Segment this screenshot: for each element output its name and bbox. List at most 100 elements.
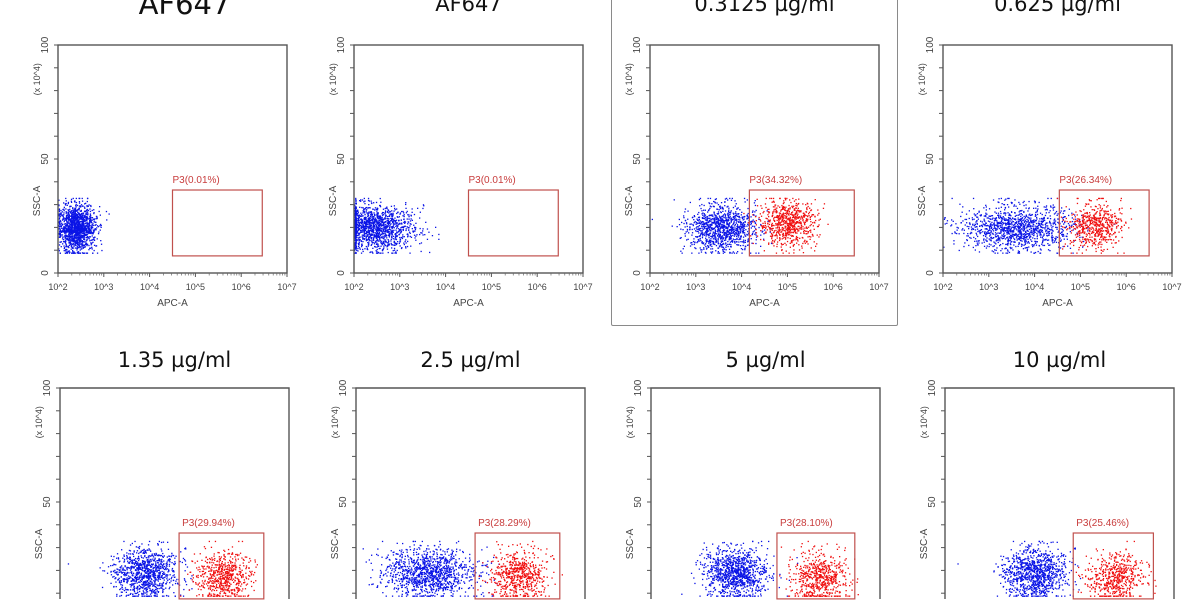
event-dot xyxy=(716,220,718,223)
event-dot xyxy=(1042,224,1044,226)
event-dot xyxy=(710,251,712,253)
event-dot xyxy=(375,201,378,204)
event-dot xyxy=(68,213,70,216)
event-dot xyxy=(1036,232,1038,235)
event-dot xyxy=(74,252,76,254)
event-dot xyxy=(363,209,365,211)
event-dot xyxy=(779,234,781,236)
event-dot xyxy=(1031,225,1033,227)
event-dot xyxy=(83,226,85,228)
event-dot xyxy=(354,248,356,250)
event-dot xyxy=(73,221,76,223)
event-dot xyxy=(1025,237,1028,239)
event-dot xyxy=(72,209,74,211)
event-dot xyxy=(782,234,784,236)
event-dot xyxy=(1000,212,1002,215)
event-dot xyxy=(363,221,365,224)
event-dot xyxy=(367,245,369,247)
event-dot xyxy=(785,237,787,239)
event-dot xyxy=(772,224,774,226)
event-dot xyxy=(794,209,796,211)
event-dot xyxy=(711,219,713,221)
event-dot xyxy=(393,229,395,231)
event-dot xyxy=(422,234,424,236)
event-dot xyxy=(378,217,380,219)
event-dot xyxy=(90,204,92,207)
event-dot xyxy=(93,249,95,252)
event-dot xyxy=(706,228,708,231)
gate-p3[interactable] xyxy=(748,189,855,257)
event-dot xyxy=(78,238,80,240)
event-dot xyxy=(697,238,699,241)
event-dot xyxy=(81,223,83,225)
gate-p3[interactable] xyxy=(171,189,263,257)
event-dot xyxy=(754,211,756,213)
event-dot xyxy=(992,217,994,219)
event-dot xyxy=(73,224,75,226)
event-dot xyxy=(753,202,756,204)
event-dot xyxy=(732,231,734,234)
event-dot xyxy=(804,221,807,223)
event-dot xyxy=(701,203,703,206)
event-dot xyxy=(737,236,739,238)
event-dot xyxy=(791,231,793,233)
event-dot xyxy=(756,235,759,237)
event-dot xyxy=(777,217,779,219)
event-dot xyxy=(776,231,778,233)
event-dot xyxy=(72,208,74,210)
x-tick-label: 10^4 xyxy=(140,282,159,292)
event-dot xyxy=(354,229,357,232)
event-dots xyxy=(354,197,440,254)
event-dot xyxy=(72,211,75,213)
event-dot xyxy=(713,218,715,220)
event-dot xyxy=(790,241,792,243)
event-dot xyxy=(64,204,67,206)
event-dot xyxy=(74,214,76,216)
event-dot xyxy=(387,229,389,231)
gate-p3[interactable] xyxy=(467,189,559,257)
event-dot xyxy=(371,212,373,214)
x-tick-label: 10^6 xyxy=(824,282,843,292)
event-dot xyxy=(63,212,65,214)
event-dot xyxy=(697,236,699,238)
event-dot xyxy=(709,244,711,246)
event-dot xyxy=(709,205,711,207)
event-dot xyxy=(78,232,81,235)
event-dot xyxy=(378,215,380,218)
event-dot xyxy=(684,226,686,228)
event-dot xyxy=(67,209,70,212)
event-dot xyxy=(87,227,90,229)
event-dot xyxy=(747,230,749,233)
event-dot xyxy=(708,227,710,229)
event-dot xyxy=(384,230,387,233)
event-dot xyxy=(705,225,707,228)
event-dot xyxy=(381,211,384,214)
event-dot xyxy=(396,226,399,228)
event-dot xyxy=(377,238,379,241)
event-dot xyxy=(389,227,391,229)
event-dot xyxy=(807,218,809,220)
event-dot xyxy=(67,222,69,224)
event-dot xyxy=(361,236,363,238)
event-dot xyxy=(63,220,65,223)
event-dot xyxy=(698,225,700,227)
event-dot xyxy=(72,238,74,240)
event-dot xyxy=(733,239,735,241)
event-dot xyxy=(377,218,379,220)
event-dot xyxy=(79,228,81,231)
event-dot xyxy=(738,226,740,228)
event-dot xyxy=(798,249,801,251)
event-dot xyxy=(355,222,357,224)
event-dot xyxy=(58,209,60,211)
event-dot xyxy=(412,230,414,232)
event-dot xyxy=(370,236,372,239)
event-dot xyxy=(763,239,765,241)
event-dot xyxy=(756,205,759,207)
event-dot xyxy=(367,221,369,223)
event-dot xyxy=(376,221,379,224)
event-dot xyxy=(68,233,70,235)
event-dot xyxy=(435,226,437,228)
event-dot xyxy=(355,224,358,226)
event-dot xyxy=(77,239,79,241)
event-dot xyxy=(383,229,385,231)
